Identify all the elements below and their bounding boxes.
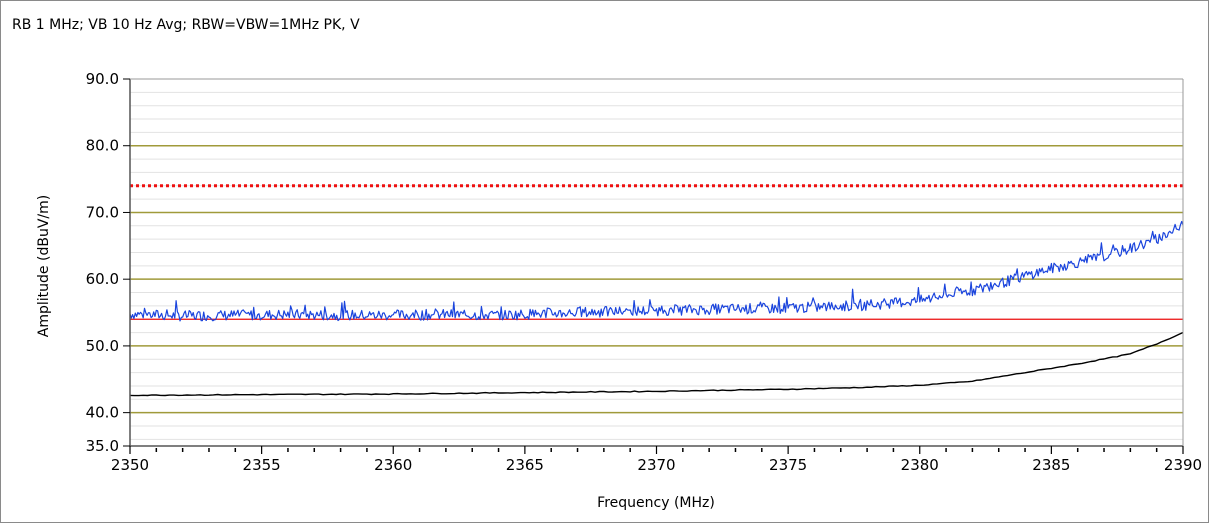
x-tick-label: 2385: [1032, 456, 1070, 474]
y-tick-label: 80.0: [86, 137, 119, 155]
x-tick-label: 2390: [1164, 456, 1202, 474]
y-tick-label: 60.0: [86, 270, 119, 288]
x-tick-label: 2375: [769, 456, 807, 474]
series-line-average: [129, 331, 1184, 397]
x-tick-label: 2365: [506, 456, 544, 474]
minor-gridlines: [130, 91, 1183, 440]
x-tick-label: 2350: [111, 456, 149, 474]
x-axis-title: Frequency (MHz): [597, 495, 715, 511]
y-tick-label: 40.0: [86, 404, 119, 422]
limit-lines: [130, 184, 1183, 320]
y-tick-label: 70.0: [86, 203, 119, 221]
x-tick-label: 2355: [243, 456, 281, 474]
y-tick-label: 35.0: [86, 437, 119, 455]
y-tick-label: 90.0: [86, 70, 119, 88]
y-tick-label: 50.0: [86, 337, 119, 355]
x-tick-labels: 2350 2355 2360 2365 2370 2375 2380 2385 2390: [111, 456, 1202, 474]
y-axis-title: Amplitude (dBuV/m): [36, 195, 52, 337]
x-tick-label: 2380: [901, 456, 939, 474]
data-series: [129, 220, 1184, 397]
x-tick-label: 2360: [374, 456, 412, 474]
chart-title: RB 1 MHz; VB 10 Hz Avg; RBW=VBW=1MHz PK,…: [12, 17, 360, 33]
y-tick-labels: 35.0 40.0 50.0 60.0 70.0 80.0 90.0: [86, 70, 119, 455]
tick-marks: [123, 78, 1184, 454]
major-gridlines: [130, 144, 1183, 414]
x-tick-label: 2370: [637, 456, 675, 474]
series-line-peak: [129, 220, 1184, 322]
